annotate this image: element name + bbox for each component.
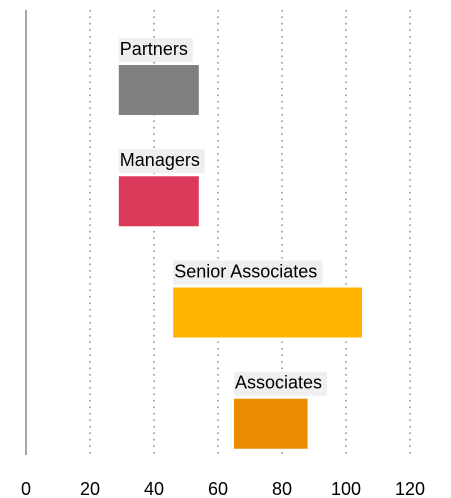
label-background: [173, 260, 323, 285]
x-tick-label: 80: [272, 479, 292, 498]
bar-label: Partners: [120, 39, 188, 59]
bar-label: Managers: [120, 150, 200, 170]
bar: [234, 398, 308, 449]
bar: [118, 65, 199, 115]
label-background: [234, 371, 328, 396]
bar: [173, 287, 362, 338]
x-tick-label: 40: [144, 479, 164, 498]
label-background: [118, 149, 205, 174]
x-tick-label: 20: [80, 479, 100, 498]
x-tick-label: 120: [395, 479, 425, 498]
label-background: [118, 38, 193, 62]
x-tick-label: 100: [331, 479, 361, 498]
x-tick-label: 0: [21, 479, 31, 498]
bar-label: Senior Associates: [174, 261, 317, 281]
bar: [118, 176, 199, 227]
bar-label: Associates: [235, 373, 322, 393]
x-tick-label: 60: [208, 479, 228, 498]
